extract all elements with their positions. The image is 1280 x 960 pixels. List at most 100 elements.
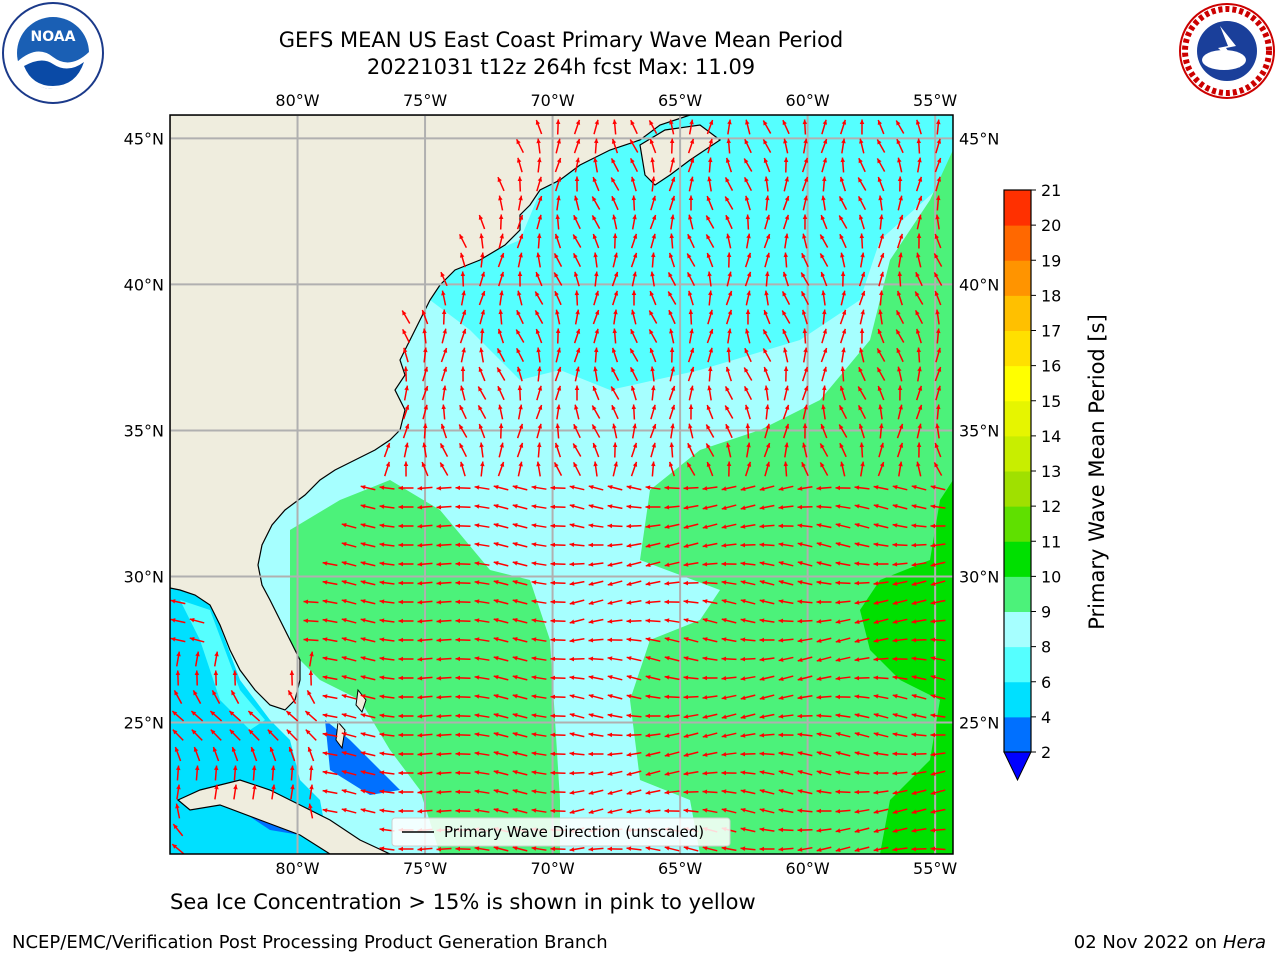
wave-arrow-head xyxy=(803,176,809,182)
wave-arrow-head xyxy=(645,713,650,719)
wave-arrow-head xyxy=(759,657,765,662)
wave-arrow-head xyxy=(607,675,613,680)
wave-arrow-head xyxy=(854,828,860,833)
wave-arrow-head xyxy=(379,618,385,623)
wave-arrow-head xyxy=(897,366,902,372)
wave-arrow-head xyxy=(854,847,860,852)
wave-arrow-head xyxy=(859,233,865,239)
wave-arrow-head xyxy=(877,367,882,373)
wave-arrow-head xyxy=(854,770,860,775)
wave-arrow-head xyxy=(607,656,613,661)
wave-arrow-head xyxy=(588,600,594,605)
wave-arrow-head xyxy=(878,404,883,410)
colorbar-tick-label: 15 xyxy=(1041,392,1061,411)
wave-arrow-head xyxy=(379,694,385,699)
wave-arrow-head xyxy=(531,675,537,680)
wave-arrow-head xyxy=(873,828,879,833)
wave-arrow-head xyxy=(251,765,257,771)
wave-arrow-head xyxy=(854,504,860,509)
wave-arrow-head xyxy=(702,808,708,813)
wave-arrow-head xyxy=(917,385,923,391)
wave-arrow-head xyxy=(746,442,751,448)
wave-arrow-head xyxy=(478,386,483,392)
wave-arrow-head xyxy=(322,713,328,718)
wave-arrow-head xyxy=(764,385,769,391)
wave-arrow-head xyxy=(797,827,803,833)
wave-arrow-head xyxy=(474,789,480,794)
wave-arrow-head xyxy=(455,770,461,776)
wave-arrow-head xyxy=(499,290,504,296)
wave-arrow-head xyxy=(915,310,920,316)
wave-arrow-head xyxy=(440,443,445,449)
wave-arrow-head xyxy=(702,846,708,851)
wave-arrow-head xyxy=(569,770,575,776)
wave-arrow-head xyxy=(459,234,464,240)
wave-arrow-head xyxy=(174,746,180,752)
wave-arrow-head xyxy=(651,404,657,410)
wave-arrow-head xyxy=(517,176,523,182)
wave-arrow-head xyxy=(797,561,803,566)
wave-arrow-head xyxy=(588,562,594,567)
wave-arrow-head xyxy=(379,656,385,661)
wave-arrow-head xyxy=(759,808,765,813)
lat-tick-label-right: 40°N xyxy=(959,275,999,294)
wave-arrow-head xyxy=(816,770,822,775)
wave-arrow-head xyxy=(550,770,556,776)
wave-arrow-head xyxy=(516,157,522,163)
wave-arrow-head xyxy=(497,348,502,354)
wave-arrow-head xyxy=(461,309,467,315)
wave-arrow-head xyxy=(645,562,651,567)
wave-arrow-head xyxy=(934,253,939,259)
wave-arrow-head xyxy=(480,309,485,315)
wave-arrow-head xyxy=(797,638,803,643)
wave-arrow-head xyxy=(860,252,865,258)
wave-arrow-head xyxy=(859,347,864,353)
wave-arrow-head xyxy=(892,656,897,662)
wave-arrow-head xyxy=(417,561,423,567)
wave-arrow-head xyxy=(892,694,898,699)
wave-arrow-head xyxy=(778,827,784,833)
wave-arrow-head xyxy=(569,600,575,605)
wave-arrow-head xyxy=(759,523,765,529)
wave-arrow-head xyxy=(683,599,689,604)
wave-arrow-head xyxy=(778,732,783,738)
wave-arrow-head xyxy=(550,504,556,510)
lon-tick-label-bottom: 65°W xyxy=(658,859,702,878)
wave-arrow-head xyxy=(721,505,727,510)
wave-arrow-head xyxy=(759,618,765,623)
wave-arrow-head xyxy=(569,523,575,528)
wave-arrow-head xyxy=(820,443,825,449)
wave-arrow-head xyxy=(459,461,465,467)
colorbar-tick-label: 18 xyxy=(1041,286,1061,305)
wave-arrow-head xyxy=(669,347,675,353)
wave-arrow-head xyxy=(474,808,480,813)
wave-arrow-head xyxy=(512,485,518,490)
lat-tick-label-left: 40°N xyxy=(124,275,164,294)
wave-arrow-head xyxy=(782,120,787,126)
wave-arrow-head xyxy=(497,386,502,392)
wave-arrow-head xyxy=(765,461,771,467)
wave-arrow-head xyxy=(916,347,922,353)
wave-arrow-head xyxy=(822,157,828,163)
wave-arrow-head xyxy=(935,423,940,429)
wave-arrow-head xyxy=(455,599,461,605)
wave-arrow-head xyxy=(797,789,803,794)
wave-arrow-head xyxy=(841,138,846,144)
wave-arrow-head xyxy=(702,714,708,719)
wave-arrow-head xyxy=(556,176,562,182)
wave-arrow-head xyxy=(175,803,180,809)
wave-arrow-head xyxy=(911,523,917,528)
wave-arrow-head xyxy=(744,195,750,201)
wave-arrow-head xyxy=(670,385,676,391)
wave-arrow-head xyxy=(797,713,803,719)
wave-arrow-head xyxy=(821,404,826,410)
wave-arrow-head xyxy=(650,461,656,467)
wave-arrow-head xyxy=(379,713,385,718)
wave-arrow-head xyxy=(892,790,898,795)
wave-arrow-head xyxy=(493,523,499,528)
wave-arrow-head xyxy=(911,581,917,586)
wave-arrow-head xyxy=(478,405,483,411)
wave-arrow-head xyxy=(398,789,403,795)
wave-arrow-head xyxy=(797,732,803,737)
wave-arrow-head xyxy=(759,751,765,757)
